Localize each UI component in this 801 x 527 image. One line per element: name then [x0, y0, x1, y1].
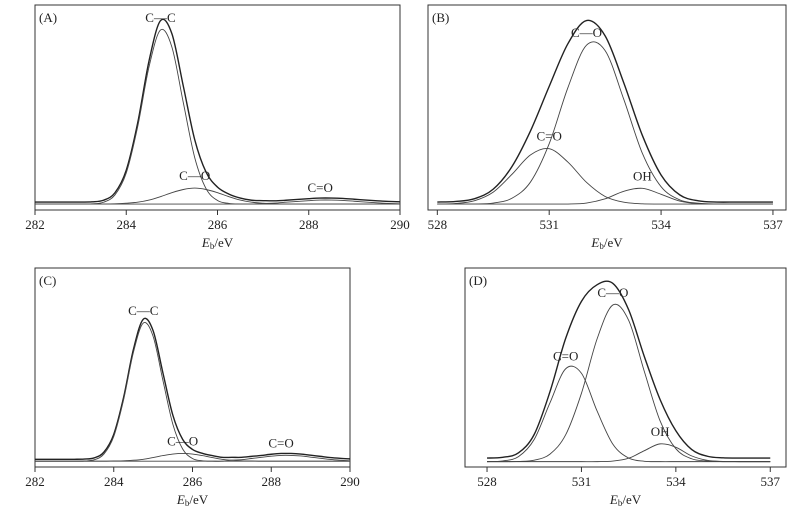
spectrum-curve [437, 19, 773, 203]
spectrum-curve [487, 303, 771, 463]
x-axis-label: Eb/eV [176, 492, 209, 508]
x-tick-label: 290 [340, 474, 360, 489]
x-tick-label: 531 [539, 217, 559, 232]
x-tick-label: 534 [651, 217, 671, 232]
x-tick-label: 282 [25, 217, 45, 232]
peak-label: C—O [571, 25, 602, 40]
x-tick-label: 288 [299, 217, 319, 232]
axis-unit: /eV [604, 235, 623, 250]
peak-label: C=O [268, 435, 293, 450]
plot-frame [34, 4, 401, 211]
spectrum-curve [34, 454, 351, 462]
peak-label: C—C [145, 10, 175, 25]
x-tick-label: 528 [428, 217, 448, 232]
peak-label: OH [633, 168, 652, 183]
spectrum-curve [437, 147, 773, 205]
spectrum-curve [34, 18, 401, 203]
plot-frame [464, 267, 787, 468]
axis-subscript: b [618, 498, 623, 508]
axis-symbol: E [201, 235, 210, 250]
axis-subscript: b [599, 241, 604, 251]
peak-label: C—C [128, 303, 158, 318]
peak-label: C=O [553, 349, 578, 364]
panel-label: (B) [432, 10, 449, 25]
spectrum-curve [35, 28, 400, 205]
spectrum-curve [35, 317, 351, 460]
axis-unit: /eV [214, 235, 233, 250]
panel-label: (D) [469, 273, 487, 288]
x-tick-label: 286 [183, 474, 203, 489]
axis-subscript: b [210, 241, 215, 251]
plot-frame [427, 4, 787, 211]
axis-unit: /eV [189, 492, 208, 507]
peak-label: C=O [537, 129, 562, 144]
peak-label: C—O [179, 168, 210, 183]
x-tick-label: 528 [477, 474, 497, 489]
x-tick-label: 284 [117, 217, 137, 232]
x-tick-label: 286 [208, 217, 228, 232]
x-tick-label: 284 [104, 474, 124, 489]
spectrum-curve [437, 187, 773, 205]
axis-symbol: E [176, 492, 185, 507]
axis-symbol: E [590, 235, 599, 250]
x-axis-label: Eb/eV [590, 235, 623, 251]
x-axis-label: Eb/eV [609, 492, 642, 508]
peak-label: C=O [307, 180, 332, 195]
panel-label: (C) [39, 273, 56, 288]
spectrum-curve [487, 365, 771, 463]
x-tick-label: 288 [262, 474, 282, 489]
x-tick-label: 537 [763, 217, 783, 232]
x-axis-label: Eb/eV [201, 235, 234, 251]
peak-label: C—O [597, 285, 628, 300]
peak-label: C—O [167, 433, 198, 448]
x-tick-label: 282 [25, 474, 45, 489]
peak-label: OH [651, 424, 670, 439]
panel-label: (A) [39, 10, 57, 25]
spectrum-curve [487, 443, 771, 463]
x-tick-label: 537 [761, 474, 781, 489]
x-tick-label: 531 [572, 474, 592, 489]
axis-subscript: b [185, 498, 190, 508]
spectrum-curve [437, 41, 773, 205]
axis-symbol: E [609, 492, 618, 507]
spectrum-curve [486, 280, 771, 459]
x-tick-label: 534 [666, 474, 686, 489]
spectrum-curve [35, 199, 401, 205]
x-tick-label: 290 [390, 217, 410, 232]
axis-unit: /eV [622, 492, 641, 507]
